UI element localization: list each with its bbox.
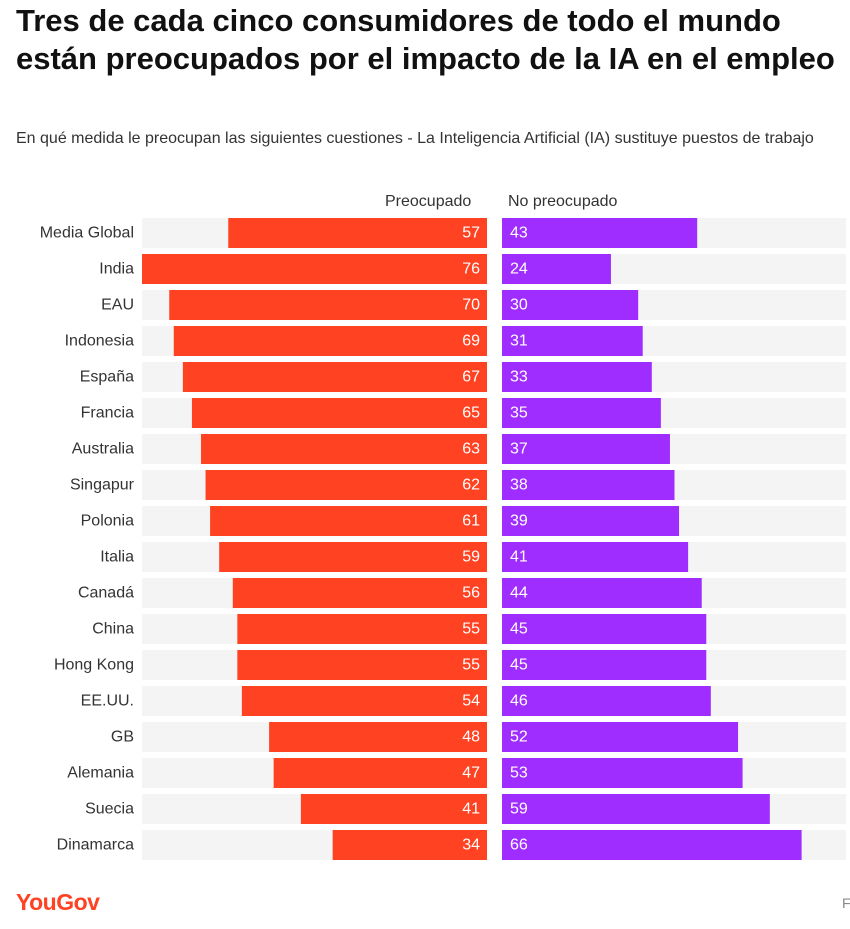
bar-concerned	[269, 722, 487, 752]
country-label: Alemania	[67, 765, 134, 782]
value-concerned: 48	[462, 729, 480, 746]
value-concerned: 70	[462, 297, 480, 314]
value-not-concerned: 31	[510, 333, 528, 350]
chart-subtitle: En qué medida le preocupan las siguiente…	[16, 130, 814, 147]
bar-not-concerned	[502, 758, 743, 788]
country-label: Dinamarca	[57, 837, 134, 854]
country-label: India	[99, 261, 134, 278]
value-concerned: 67	[462, 369, 480, 386]
value-concerned: 56	[462, 585, 480, 602]
bar-not-concerned	[502, 254, 611, 284]
bar-concerned	[219, 542, 487, 572]
bar-concerned	[173, 326, 488, 356]
country-label: Singapur	[70, 477, 135, 494]
value-concerned: 55	[462, 657, 480, 674]
value-not-concerned: 59	[510, 801, 528, 818]
country-label: Media Global	[40, 225, 134, 242]
country-label: Australia	[72, 441, 134, 458]
value-not-concerned: 45	[510, 621, 528, 638]
value-not-concerned: 35	[510, 405, 528, 422]
value-not-concerned: 66	[510, 837, 528, 854]
country-label: EE.UU.	[81, 693, 134, 710]
value-not-concerned: 41	[510, 549, 528, 566]
value-concerned: 69	[462, 333, 480, 350]
value-not-concerned: 33	[510, 369, 528, 386]
yougov-logo: YouGov	[16, 889, 100, 915]
value-concerned: 76	[462, 261, 480, 278]
value-not-concerned: 53	[510, 765, 528, 782]
bar-concerned	[201, 434, 487, 464]
value-concerned: 62	[462, 477, 480, 494]
value-concerned: 34	[462, 837, 480, 854]
bar-not-concerned	[502, 326, 643, 356]
bar-not-concerned	[502, 362, 652, 392]
value-not-concerned: 38	[510, 477, 528, 494]
corner-mark: F	[842, 895, 850, 911]
bar-concerned	[332, 830, 487, 860]
bar-concerned	[273, 758, 487, 788]
chart-title: Tres de cada cinco consumidores de todo …	[16, 3, 835, 76]
value-not-concerned: 37	[510, 441, 528, 458]
bar-not-concerned	[502, 218, 698, 248]
value-not-concerned: 30	[510, 297, 528, 314]
value-not-concerned: 46	[510, 693, 528, 710]
value-not-concerned: 44	[510, 585, 528, 602]
bar-concerned	[142, 254, 487, 284]
country-label: Francia	[81, 405, 134, 422]
bar-concerned	[169, 290, 487, 320]
bar-not-concerned	[502, 614, 707, 644]
bar-concerned	[182, 362, 487, 392]
country-label: Suecia	[85, 801, 134, 818]
bar-concerned	[205, 470, 488, 500]
value-not-concerned: 39	[510, 513, 528, 530]
bar-concerned	[237, 614, 487, 644]
value-concerned: 41	[462, 801, 480, 818]
value-not-concerned: 52	[510, 729, 528, 746]
country-label: Indonesia	[65, 333, 134, 350]
bar-concerned	[228, 218, 487, 248]
bar-concerned	[241, 686, 487, 716]
country-label: GB	[111, 729, 134, 746]
bar-not-concerned	[502, 434, 670, 464]
country-label: EAU	[101, 297, 134, 314]
value-concerned: 55	[462, 621, 480, 638]
country-label: Canadá	[78, 585, 134, 602]
bar-not-concerned	[502, 830, 802, 860]
bar-concerned	[232, 578, 487, 608]
bar-not-concerned	[502, 506, 680, 536]
country-label: China	[92, 621, 134, 638]
bar-not-concerned	[502, 722, 739, 752]
value-not-concerned: 45	[510, 657, 528, 674]
bar-concerned	[300, 794, 487, 824]
bar-not-concerned	[502, 794, 770, 824]
bar-not-concerned	[502, 686, 711, 716]
value-concerned: 54	[462, 693, 480, 710]
value-concerned: 63	[462, 441, 480, 458]
value-concerned: 61	[462, 513, 480, 530]
bar-not-concerned	[502, 542, 689, 572]
bar-not-concerned	[502, 650, 707, 680]
bar-not-concerned	[502, 290, 639, 320]
value-not-concerned: 24	[510, 261, 528, 278]
value-not-concerned: 43	[510, 225, 528, 242]
country-label: Italia	[100, 549, 134, 566]
value-concerned: 65	[462, 405, 480, 422]
value-concerned: 57	[462, 225, 480, 242]
country-label: Polonia	[81, 513, 134, 530]
bar-not-concerned	[502, 398, 661, 428]
bar-concerned	[237, 650, 487, 680]
value-concerned: 47	[462, 765, 480, 782]
value-concerned: 59	[462, 549, 480, 566]
bar-not-concerned	[502, 578, 702, 608]
country-label: Hong Kong	[54, 657, 134, 674]
bar-not-concerned	[502, 470, 675, 500]
legend-not-concerned: No preocupado	[508, 193, 618, 210]
country-label: España	[80, 369, 134, 386]
legend-concerned: Preocupado	[385, 193, 472, 210]
bar-concerned	[210, 506, 487, 536]
bar-concerned	[191, 398, 487, 428]
